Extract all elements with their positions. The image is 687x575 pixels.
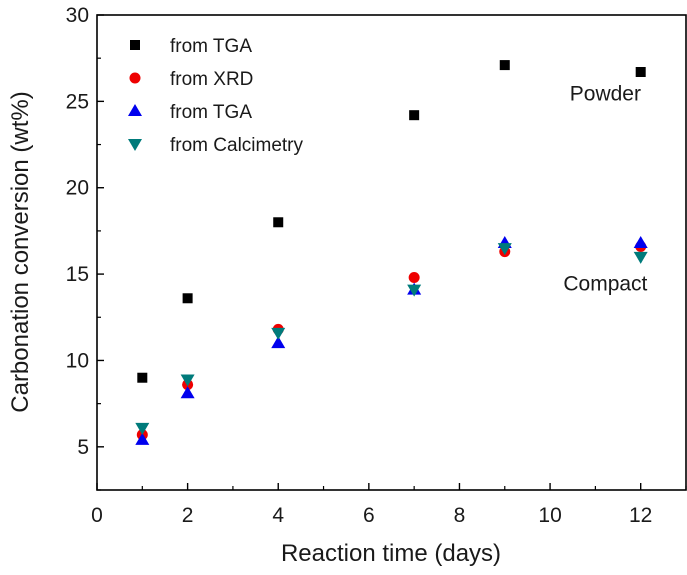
annotation-label: Compact bbox=[563, 273, 647, 296]
x-tick-label: 2 bbox=[182, 504, 194, 527]
data-point-series-4 bbox=[135, 422, 150, 435]
data-point-series-1 bbox=[182, 293, 193, 304]
data-point-series-1 bbox=[409, 110, 420, 121]
legend-label: from TGA bbox=[170, 102, 252, 123]
legend: from TGA from XRD from TGA from Calcimetry bbox=[128, 36, 304, 156]
y-tick-label: 10 bbox=[66, 349, 89, 372]
data-point-series-3 bbox=[633, 236, 648, 248]
legend-marker bbox=[128, 104, 142, 116]
x-axis-title: Reaction time (days) bbox=[281, 540, 501, 567]
data-point-series-2 bbox=[408, 272, 420, 284]
y-tick-label: 30 bbox=[66, 4, 89, 27]
data-point-series-1 bbox=[635, 67, 646, 77]
plot-frame bbox=[96, 14, 687, 491]
legend-label: from XRD bbox=[170, 69, 253, 90]
annotations: Powder Compact bbox=[563, 83, 647, 296]
x-tick-label: 0 bbox=[91, 504, 103, 527]
data-point-series-4 bbox=[180, 374, 195, 387]
data-point-series-4 bbox=[633, 251, 648, 264]
data-point-series-3 bbox=[180, 386, 195, 399]
y-tick-label: 20 bbox=[66, 177, 89, 200]
data-point-series-4 bbox=[271, 327, 286, 340]
legend-label: from TGA bbox=[170, 36, 252, 57]
data-point-series-4 bbox=[497, 243, 512, 256]
x-tick-label: 8 bbox=[454, 504, 466, 527]
legend-marker bbox=[130, 40, 140, 50]
data-point-series-1 bbox=[499, 60, 510, 71]
legend-label: from Calcimetry bbox=[170, 135, 304, 156]
y-tick-label: 15 bbox=[66, 263, 89, 286]
data-point-series-1 bbox=[273, 217, 284, 228]
x-tick-label: 10 bbox=[538, 504, 561, 527]
y-tick-label: 25 bbox=[66, 90, 89, 113]
legend-marker bbox=[129, 72, 141, 84]
x-tick-label: 4 bbox=[272, 504, 284, 527]
axis-ticks: 0 2 4 6 8 10 12 5 10 15 20 25 30 bbox=[66, 4, 687, 527]
x-tick-label: 12 bbox=[629, 504, 652, 527]
data-point-series-3 bbox=[135, 432, 150, 445]
y-tick-label: 5 bbox=[77, 436, 89, 459]
x-tick-label: 6 bbox=[363, 504, 375, 527]
y-axis-title: Carbonation conversion (wt%) bbox=[7, 91, 34, 412]
data-point-series-1 bbox=[137, 372, 148, 383]
legend-marker bbox=[128, 139, 142, 151]
data-point-series-3 bbox=[271, 336, 286, 349]
data-points bbox=[135, 60, 648, 445]
data-point-series-4 bbox=[407, 284, 422, 297]
annotation-label: Powder bbox=[570, 83, 641, 106]
